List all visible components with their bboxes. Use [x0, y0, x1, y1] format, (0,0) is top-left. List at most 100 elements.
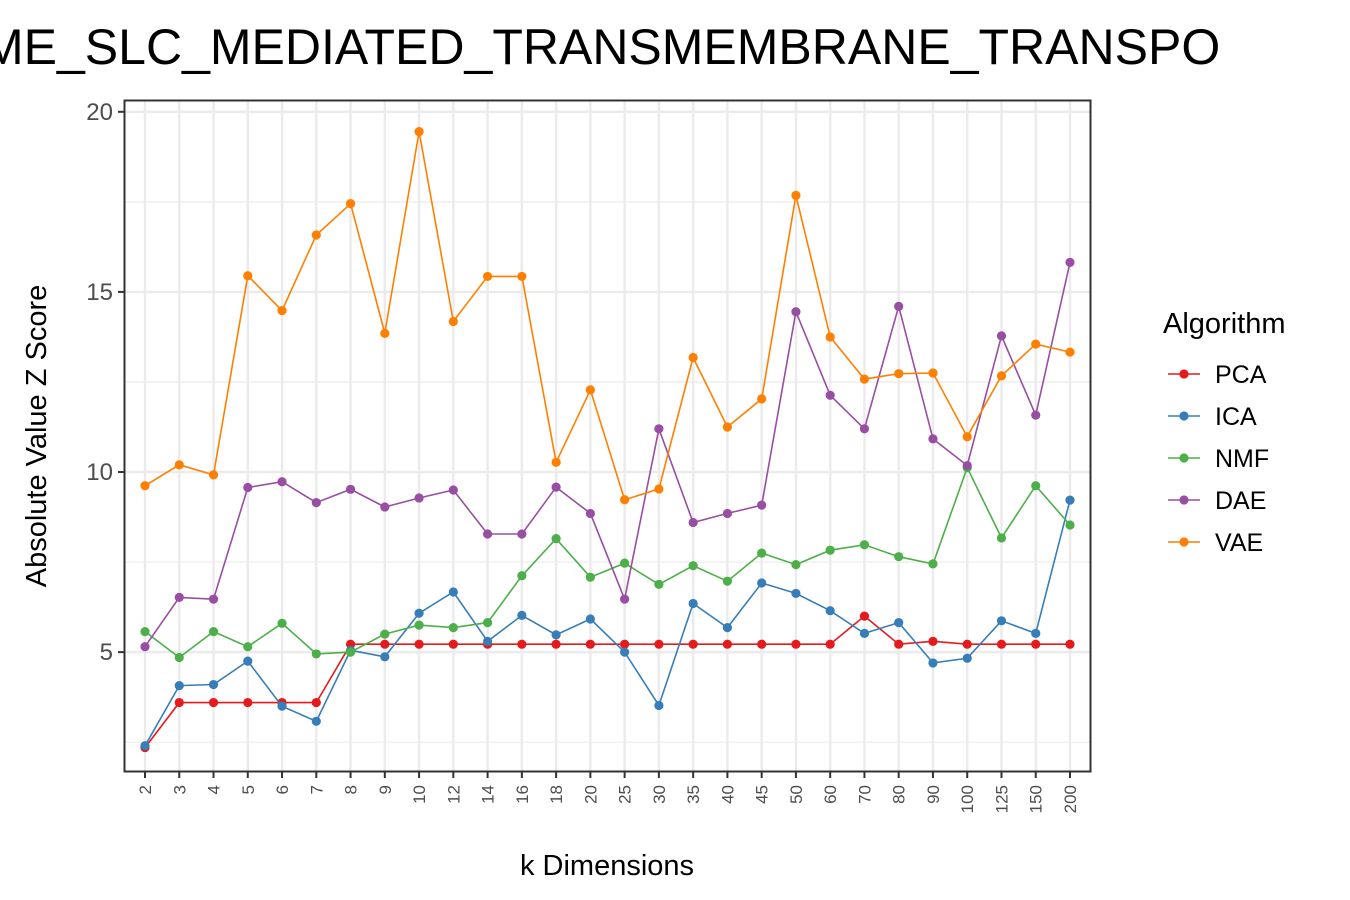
data-point-dae — [174, 592, 184, 602]
data-point-pca — [722, 639, 733, 649]
data-point-dae — [688, 517, 698, 528]
x-tick-label: 3 — [170, 785, 189, 794]
data-point-pca — [311, 697, 321, 708]
x-tick-label: 9 — [376, 785, 395, 794]
data-point-ica — [791, 588, 801, 599]
data-point-vae — [277, 306, 287, 316]
data-point-ica — [482, 636, 493, 646]
legend-label-vae: VAE — [1215, 529, 1263, 557]
data-point-vae — [894, 369, 904, 379]
x-tick-label: 30 — [650, 785, 669, 804]
data-point-nmf — [1065, 520, 1075, 530]
data-point-pca — [996, 639, 1007, 649]
data-point-nmf — [1031, 481, 1041, 491]
x-tick-label: 200 — [1061, 785, 1080, 813]
data-point-dae — [825, 390, 835, 400]
data-point-vae — [551, 457, 561, 467]
data-point-vae — [243, 271, 253, 281]
chart-title: ME_SLC_MEDIATED_TRANSMEMBRANE_TRANSPO — [0, 19, 1220, 75]
x-tick-label: 150 — [1027, 785, 1046, 813]
data-point-pca — [414, 639, 424, 649]
series-vae — [140, 127, 1075, 505]
x-tick-label: 7 — [307, 785, 326, 794]
x-tick-label: 40 — [718, 785, 737, 804]
data-point-nmf — [414, 620, 424, 630]
data-point-dae — [654, 424, 664, 434]
data-point-vae — [722, 422, 733, 432]
data-point-vae — [482, 271, 493, 282]
series-nmf — [140, 463, 1075, 663]
data-point-vae — [654, 484, 664, 494]
data-point-nmf — [894, 552, 904, 562]
legend-item-ica: ICA — [1168, 403, 1257, 431]
data-point-dae — [996, 331, 1007, 341]
data-point-nmf — [140, 626, 150, 637]
data-point-dae — [482, 529, 493, 539]
data-point-vae — [859, 374, 870, 384]
data-point-ica — [1031, 628, 1041, 638]
legend-item-vae: VAE — [1168, 529, 1263, 557]
data-point-ica — [928, 658, 938, 668]
data-point-dae — [791, 307, 801, 317]
data-point-dae — [894, 301, 904, 311]
data-point-ica — [757, 578, 767, 588]
data-point-nmf — [757, 548, 767, 558]
series-line-vae — [144, 131, 1071, 501]
data-point-vae — [996, 371, 1007, 381]
y-tick-label: 5 — [100, 639, 113, 666]
data-point-ica — [243, 656, 253, 666]
data-point-pca — [1065, 639, 1075, 649]
data-point-vae — [791, 190, 801, 200]
data-point-vae — [174, 460, 184, 470]
data-point-pca — [174, 697, 184, 708]
data-point-pca — [962, 639, 972, 649]
x-tick-label: 60 — [821, 785, 840, 804]
legend: Algorithm PCA ICA NMF DAE VAE — [1163, 308, 1286, 557]
legend-key-point — [1179, 495, 1189, 505]
data-point-pca — [859, 611, 870, 621]
data-point-ica — [414, 608, 424, 618]
x-tick-label: 80 — [890, 785, 909, 804]
x-axis-title: k Dimensions — [520, 850, 694, 882]
x-tick-label: 12 — [444, 785, 463, 804]
data-point-nmf — [482, 617, 493, 628]
y-tick-label: 15 — [86, 279, 113, 306]
data-point-ica — [859, 628, 870, 638]
data-point-vae — [620, 495, 630, 505]
data-point-ica — [380, 652, 390, 662]
x-tick-label: 125 — [992, 785, 1011, 813]
data-point-nmf — [654, 579, 664, 590]
data-point-pca — [928, 636, 938, 646]
data-point-dae — [243, 482, 253, 493]
legend-title: Algorithm — [1163, 308, 1286, 340]
data-point-vae — [414, 127, 424, 137]
legend-label-pca: PCA — [1215, 361, 1267, 389]
y-axis-title: Absolute Value Z Score — [21, 285, 53, 588]
x-tick-label: 18 — [547, 785, 566, 804]
data-point-dae — [1065, 257, 1075, 267]
data-point-nmf — [517, 571, 527, 581]
x-tick-label: 50 — [787, 785, 806, 804]
data-point-vae — [208, 470, 219, 480]
data-point-nmf — [380, 629, 390, 639]
data-point-nmf — [996, 533, 1007, 543]
data-point-ica — [688, 598, 698, 609]
data-point-ica — [551, 630, 561, 640]
legend-label-dae: DAE — [1215, 487, 1266, 515]
y-tick-label: 10 — [86, 459, 113, 486]
legend-key-point — [1179, 453, 1189, 463]
data-point-pca — [688, 639, 698, 649]
x-tick-label: 4 — [205, 785, 224, 794]
x-tick-label: 2 — [136, 785, 155, 794]
legend-item-pca: PCA — [1168, 361, 1267, 389]
data-point-nmf — [551, 534, 561, 544]
legend-key-point — [1179, 537, 1189, 547]
data-point-vae — [757, 394, 767, 404]
x-tick-label: 8 — [342, 785, 361, 794]
data-point-pca — [208, 697, 219, 708]
data-point-ica — [448, 587, 458, 597]
data-point-vae — [345, 199, 356, 209]
data-point-dae — [928, 434, 938, 444]
data-point-ica — [140, 741, 150, 751]
data-point-nmf — [791, 559, 801, 570]
